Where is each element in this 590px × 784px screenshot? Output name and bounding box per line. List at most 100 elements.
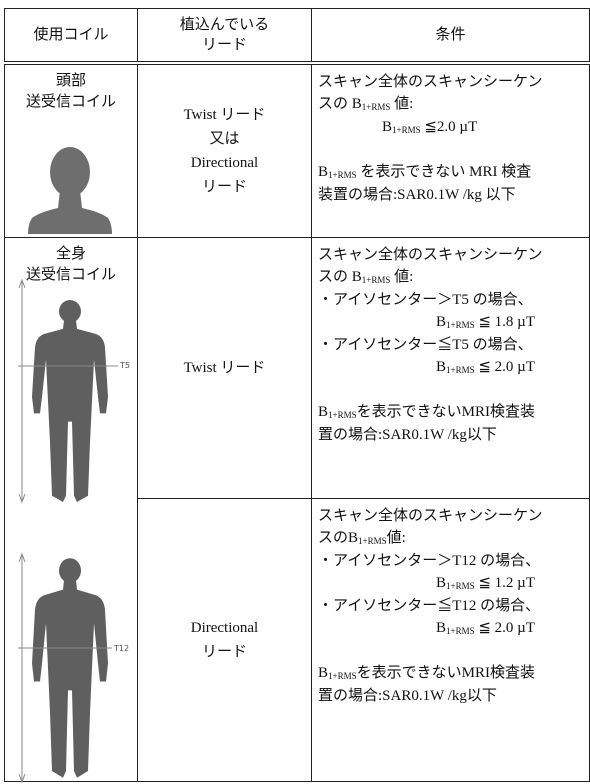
condition-line: スキャン全体のスキャンシーケン <box>318 505 585 527</box>
header-cell: 植込んでいる リード <box>137 8 312 65</box>
text: ≦ 1.2 µT <box>474 574 535 591</box>
row: Directional リード スキャン全体のスキャンシーケン スのB1+RMS値:… <box>5 497 590 782</box>
text: B <box>436 358 447 375</box>
text: ≦ 2.0 µT <box>474 358 535 375</box>
condition-line: ・アイソセンター≦T5 の場合、 <box>318 334 585 356</box>
header-row: 使用コイル 植込んでいる リード 条件 <box>4 8 590 65</box>
lead-line: リード <box>201 643 247 660</box>
text: ・アイソセンター≦T5 の場合、 <box>318 336 533 353</box>
subscript: 1+RMS <box>446 319 475 330</box>
coil-cell: 頭部 送受信コイル <box>4 62 138 238</box>
header-line: 植込んでいる <box>179 17 270 33</box>
condition-line: B1+RMSを表示できないMRI検査装 <box>318 401 585 424</box>
condition-paragraph: B1+RMS を表示できない MRI 検査装置の場合:SAR0.1W /kg 以… <box>318 161 585 206</box>
condition-line: B1+RMS ≦ 2.0 µT <box>318 617 585 640</box>
text: を表示できないMRI検査装 <box>356 664 535 681</box>
text: 値: <box>386 529 406 546</box>
condition-line: B1+RMS を表示できない MRI 検査 <box>318 161 585 184</box>
subscript: 1+RMS <box>361 274 391 285</box>
coil-line: 送受信コイル <box>25 94 116 110</box>
condition-line: B1+RMS ≦ 1.2 µT <box>318 572 585 595</box>
lead-cell: Twist リード 又は Directional リード <box>137 62 312 238</box>
text: スキャン全体のスキャンシーケン <box>318 246 543 263</box>
subscript: 1+RMS <box>446 580 475 591</box>
text: 値: <box>390 96 414 112</box>
text: スの B <box>318 96 362 112</box>
text: 置の場合:SAR0.1W /kg以下 <box>318 687 497 704</box>
coil-line: 送受信コイル <box>25 266 116 283</box>
header-line: リード <box>201 37 247 53</box>
condition-line: スの B1+RMS 値: <box>318 93 585 116</box>
coil-cell: 全身 送受信コイル <box>4 236 138 782</box>
condition-cell: スキャン全体のスキャンシーケン スの B1+RMS 値: B1+RMS ≦2.0 µ… <box>311 62 590 238</box>
text: ≦2.0 µT <box>420 119 478 135</box>
condition-line: 置の場合:SAR0.1W /kg以下 <box>318 424 585 446</box>
condition-line: 装置の場合:SAR0.1W /kg 以下 <box>318 184 585 206</box>
text: ≦ 2.0 µT <box>474 619 535 636</box>
text: B <box>436 574 447 591</box>
lead-line: Twist リード <box>183 106 266 123</box>
lead-cell: Directional リード <box>137 497 312 782</box>
subscript: 1+RMS <box>328 670 357 681</box>
condition-line: ・アイソセンター＞T12 の場合、 <box>318 550 585 572</box>
condition-line: B1+RMS ≦ 2.0 µT <box>318 356 585 379</box>
text: スキャン全体のスキャンシーケン <box>318 74 543 90</box>
lead-cell: Twist リード <box>137 236 312 499</box>
header-cell: 条件 <box>311 8 590 65</box>
subscript: 1+RMS <box>446 625 475 636</box>
text: B <box>382 119 393 135</box>
condition-cell: スキャン全体のスキャンシーケン スのB1+RMS値: ・アイソセンター＞T12 の場… <box>311 497 590 782</box>
text: スのB <box>318 529 359 546</box>
text: B <box>436 313 447 330</box>
condition-line: B1+RMS ≦2.0 µT <box>318 116 585 139</box>
text: を表示できないMRI検査装 <box>356 403 535 420</box>
condition-paragraph: B1+RMSを表示できないMRI検査装置の場合:SAR0.1W /kg以下 <box>318 401 585 446</box>
text: B <box>318 664 329 681</box>
text: 置の場合:SAR0.1W /kg以下 <box>318 426 497 443</box>
text: ・アイソセンター＞T12 の場合、 <box>318 552 541 569</box>
condition-line: ・アイソセンター＞T5 の場合、 <box>318 289 585 311</box>
text: B <box>318 403 329 420</box>
text: スキャン全体のスキャンシーケン <box>318 507 543 524</box>
subscript: 1+RMS <box>328 409 357 420</box>
text: 装置の場合:SAR0.1W /kg 以下 <box>318 187 516 203</box>
coil-line: 全身 <box>55 245 86 262</box>
row: 頭部送受信コイル Twist リード 又は Directional リード スキャン全… <box>4 62 590 238</box>
condition-paragraph: スキャン全体のスキャンシーケン スの B1+RMS 値: ・アイソセンター＞T5 の… <box>318 244 585 379</box>
condition-line: スキャン全体のスキャンシーケン <box>318 71 585 93</box>
condition-paragraph: B1+RMSを表示できないMRI検査装置の場合:SAR0.1W /kg以下 <box>318 662 585 707</box>
text: を表示できない MRI 検査 <box>356 164 532 180</box>
condition-paragraph: スキャン全体のスキャンシーケン スの B1+RMS 値: B1+RMS ≦2.0 µ… <box>318 71 585 139</box>
subscript: 1+RMS <box>361 102 391 112</box>
condition-line: B1+RMSを表示できないMRI検査装 <box>318 662 585 685</box>
subscript: 1+RMS <box>328 170 357 180</box>
lead-line: Directional <box>190 154 259 171</box>
subscript: 1+RMS <box>358 535 387 546</box>
lead-line: リード <box>201 178 247 195</box>
subscript: 1+RMS <box>392 125 421 135</box>
coil-line: 頭部 <box>55 73 86 89</box>
subscript: 1+RMS <box>446 364 475 375</box>
text: ≦ 1.8 µT <box>474 313 535 330</box>
condition-paragraph: スキャン全体のスキャンシーケン スのB1+RMS値: ・アイソセンター＞T12 の場… <box>318 505 585 640</box>
lead-line: Directional <box>190 619 259 636</box>
condition-line: B1+RMS ≦ 1.8 µT <box>318 311 585 334</box>
text: スの B <box>318 268 362 285</box>
condition-line: ・アイソセンター≦T12 の場合、 <box>318 595 585 617</box>
header-cell: 使用コイル <box>4 8 138 65</box>
lead-line: 又は <box>209 130 240 147</box>
text: ・アイソセンター＞T5 の場合、 <box>318 291 533 308</box>
condition-line: スの B1+RMS 値: <box>318 266 585 289</box>
row: 全身 送受信コイル Twist リード スキャン全体のスキャンシーケン スの B1+… <box>4 236 590 782</box>
conditions-table: 使用コイル 植込んでいる リード 条件 頭部送受信コイル Twist リード 又は D… <box>4 8 590 782</box>
condition-cell: スキャン全体のスキャンシーケン スの B1+RMS 値: ・アイソセンター＞T5 の… <box>311 236 590 499</box>
condition-line: 置の場合:SAR0.1W /kg以下 <box>318 685 585 707</box>
condition-line: スキャン全体のスキャンシーケン <box>318 244 585 266</box>
text: B <box>436 619 447 636</box>
condition-line: スのB1+RMS値: <box>318 527 585 550</box>
text: 値: <box>390 268 414 285</box>
text: ・アイソセンター≦T12 の場合、 <box>318 597 541 614</box>
text: B <box>318 164 329 180</box>
lead-line: Twist リード <box>183 359 266 376</box>
